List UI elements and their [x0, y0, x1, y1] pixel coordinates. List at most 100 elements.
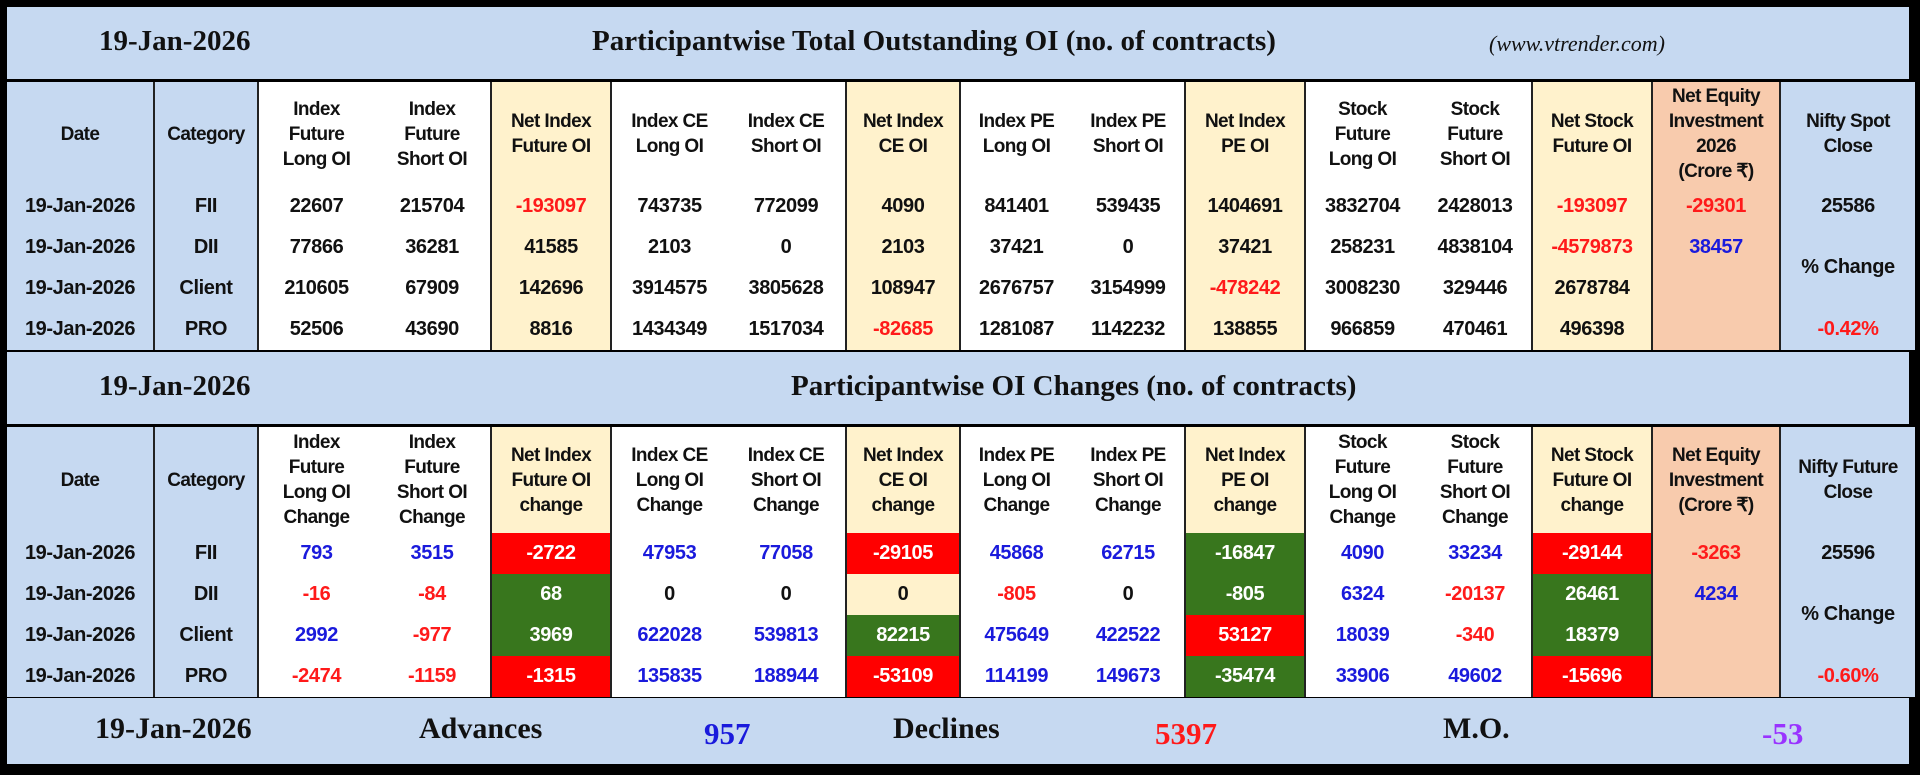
net-equity-value: -3263 [1691, 542, 1741, 564]
table-row: 19-Jan-2026 PRO -2474 -1159 -1315 135835 18894… [7, 656, 1915, 697]
cell-net-stock-fut: -29144 [1531, 533, 1652, 574]
header-net-index-fut: Net Index Future OI change [490, 427, 611, 533]
net-equity-value: -29301 [1686, 195, 1746, 217]
header-index-fut-long: Index Future Long OI [257, 82, 374, 186]
header-index-pe-short: Index PE Short OI Change [1072, 427, 1185, 533]
cell-index-pe-short: 539435 [1072, 186, 1185, 227]
cell-net-index-fut: 142696 [490, 268, 611, 309]
cell-index-fut-short: -977 [374, 615, 491, 656]
cell-net-index-fut: 8816 [490, 309, 611, 350]
cell-net-stock-fut: 18379 [1531, 615, 1652, 656]
cell-index-pe-long: 1281087 [959, 309, 1072, 350]
cell-stock-fut-long: 4090 [1304, 533, 1419, 574]
header-date: Date [7, 82, 154, 186]
cell-index-pe-long: 37421 [959, 227, 1072, 268]
cell-index-ce-long: 0 [610, 574, 727, 615]
cell-net-stock-fut: 496398 [1531, 309, 1652, 350]
cell-net-index-pe: -478242 [1184, 268, 1305, 309]
row-date: 19-Jan-2026 [7, 615, 154, 656]
cell-stock-fut-short: 329446 [1419, 268, 1532, 309]
net-equity-cell: -3263 4234 [1651, 533, 1780, 697]
header-index-pe-long: Index PE Long OI [959, 82, 1072, 186]
advances-value: 957 [704, 716, 751, 751]
cell-index-pe-long: 475649 [959, 615, 1072, 656]
cell-index-fut-short: 215704 [374, 186, 491, 227]
cell-stock-fut-short: -340 [1419, 615, 1532, 656]
nifty-change: -0.60% [1817, 665, 1879, 687]
header-stock-fut-short: Stock Future Short OI Change [1419, 427, 1532, 533]
mo-value: -53 [1762, 716, 1804, 751]
cell-net-index-ce: -82685 [845, 309, 960, 350]
cell-index-ce-short: 3805628 [727, 268, 846, 309]
row-category: FII [153, 533, 258, 574]
header-row: Date Category Index Future Long OI Change I… [7, 427, 1915, 533]
cell-index-fut-long: 52506 [257, 309, 374, 350]
cell-stock-fut-short: -20137 [1419, 574, 1532, 615]
header-index-ce-short: Index CE Short OI [727, 82, 846, 186]
advances-label: Advances [419, 712, 543, 745]
declines-label: Declines [893, 712, 1000, 745]
cell-net-stock-fut: 26461 [1531, 574, 1652, 615]
cell-net-index-pe: 138855 [1184, 309, 1305, 350]
row-category: DII [153, 574, 258, 615]
row-date: 19-Jan-2026 [7, 574, 154, 615]
cell-index-pe-short: 62715 [1072, 533, 1185, 574]
declines-value: 5397 [1155, 716, 1217, 751]
header-stock-fut-long: Stock Future Long OI Change [1304, 427, 1419, 533]
net-equity-cell: -29301 38457 [1651, 186, 1780, 350]
cell-index-fut-short: -1159 [374, 656, 491, 697]
header-index-pe-long: Index PE Long OI Change [959, 427, 1072, 533]
row-category: Client [153, 268, 258, 309]
cell-stock-fut-short: 33234 [1419, 533, 1532, 574]
cell-stock-fut-short: 2428013 [1419, 186, 1532, 227]
nifty-cell: 25596 % Change -0.60% [1779, 533, 1915, 697]
net-equity-value: 4234 [1694, 583, 1738, 605]
cell-index-fut-long: 2992 [257, 615, 374, 656]
cell-index-fut-long: 22607 [257, 186, 374, 227]
section1-date: 19-Jan-2026 [99, 25, 251, 57]
section1-banner: 19-Jan-2026 Participantwise Total Outsta… [7, 7, 1909, 79]
cell-net-index-fut: -1315 [490, 656, 611, 697]
cell-net-stock-fut: -193097 [1531, 186, 1652, 227]
cell-index-fut-short: 3515 [374, 533, 491, 574]
cell-stock-fut-long: 33906 [1304, 656, 1419, 697]
cell-net-stock-fut: -15696 [1531, 656, 1652, 697]
cell-index-pe-long: 841401 [959, 186, 1072, 227]
header-category: Category [153, 82, 258, 186]
summary-date: 19-Jan-2026 [95, 712, 252, 745]
header-net-index-pe: Net Index PE OI [1184, 82, 1305, 186]
header-nifty: Nifty Future Close [1779, 427, 1915, 533]
header-index-pe-short: Index PE Short OI [1072, 82, 1185, 186]
header-net-index-ce: Net Index CE OI [845, 82, 960, 186]
cell-net-index-fut: 3969 [490, 615, 611, 656]
cell-index-fut-long: 793 [257, 533, 374, 574]
cell-index-ce-short: 539813 [727, 615, 846, 656]
cell-index-ce-short: 1517034 [727, 309, 846, 350]
oi-changes-table: Date Category Index Future Long OI Change I… [7, 427, 1915, 697]
cell-index-fut-short: 43690 [374, 309, 491, 350]
nifty-close: 25586 [1821, 195, 1875, 217]
cell-index-fut-long: 210605 [257, 268, 374, 309]
header-net-equity: Net Equity Investment (Crore ₹) [1651, 427, 1780, 533]
cell-net-index-ce: -53109 [845, 656, 960, 697]
row-category: DII [153, 227, 258, 268]
cell-net-stock-fut: -4579873 [1531, 227, 1652, 268]
summary-banner: 19-Jan-2026 Advances 957 Declines 5397 M… [7, 698, 1909, 764]
row-date: 19-Jan-2026 [7, 227, 154, 268]
cell-net-index-fut: -193097 [490, 186, 611, 227]
row-category: Client [153, 615, 258, 656]
cell-net-index-ce: 82215 [845, 615, 960, 656]
row-category: FII [153, 186, 258, 227]
cell-index-ce-short: 0 [727, 227, 846, 268]
cell-net-index-ce: 0 [845, 574, 960, 615]
cell-index-ce-short: 77058 [727, 533, 846, 574]
header-stock-fut-short: Stock Future Short OI [1419, 82, 1532, 186]
header-index-ce-long: Index CE Long OI Change [610, 427, 727, 533]
header-date: Date [7, 427, 154, 533]
section2-title: Participantwise OI Changes (no. of contr… [791, 370, 1357, 402]
cell-index-pe-short: 1142232 [1072, 309, 1185, 350]
row-date: 19-Jan-2026 [7, 533, 154, 574]
cell-index-pe-short: 0 [1072, 574, 1185, 615]
table-row: 19-Jan-2026 FII 22607 215704 -193097 743735 77… [7, 186, 1915, 350]
header-net-index-ce: Net Index CE OI change [845, 427, 960, 533]
